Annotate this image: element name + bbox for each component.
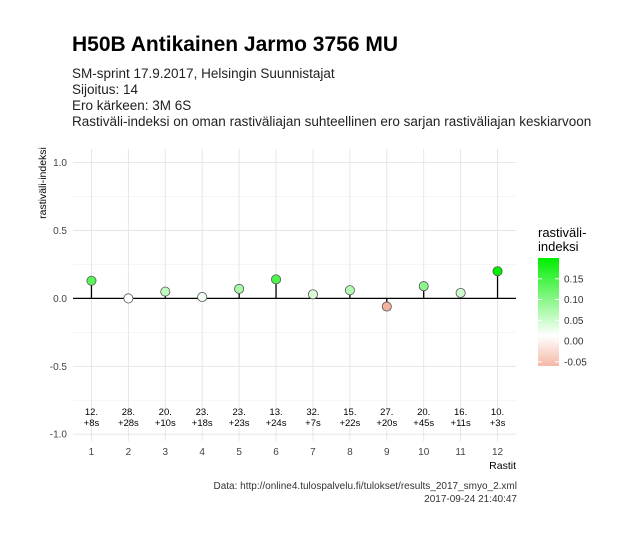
data-point — [455, 287, 466, 298]
x-tick-label: 5 — [236, 447, 242, 458]
split-time-label: +28s — [118, 418, 139, 429]
data-point — [86, 275, 97, 286]
legend-tick-label: -0.05 — [564, 357, 587, 368]
legend-tick-label: 0.00 — [564, 337, 584, 348]
split-rank-label: 10. — [491, 407, 504, 418]
split-time-label: +11s — [451, 418, 471, 429]
data-point — [271, 274, 282, 285]
y-axis-title: rastiväli-indeksi — [37, 147, 49, 219]
split-time-label: +7s — [305, 418, 321, 429]
legend-title-line2: indeksi — [538, 239, 579, 254]
split-time-label: +18s — [192, 418, 213, 429]
y-tick-label: -0.5 — [50, 362, 68, 373]
split-time-label: +10s — [155, 418, 176, 429]
legend-tick-label: 0.10 — [564, 295, 584, 306]
legend-title-line1: rastiväli- — [538, 225, 586, 240]
x-tick-label: 11 — [455, 447, 466, 458]
x-tick-label: 10 — [418, 447, 430, 458]
x-tick-label: 6 — [273, 447, 279, 458]
split-rank-label: 16. — [454, 407, 467, 418]
split-rank-label: 20. — [159, 407, 172, 418]
subtitle-rank: Sijoitus: 14 — [72, 82, 139, 97]
subtitle-event: SM-sprint 17.9.2017, Helsingin Suunnista… — [72, 66, 335, 81]
y-tick-label: 0.5 — [53, 226, 67, 237]
data-point — [234, 283, 245, 294]
x-tick-label: 12 — [492, 447, 504, 458]
data-source-caption: Data: http://online4.tulospalvelu.fi/tul… — [213, 481, 517, 492]
timestamp-caption: 2017-09-24 21:40:47 — [424, 494, 517, 505]
x-tick-label: 2 — [126, 447, 132, 458]
y-tick-label: 1.0 — [53, 158, 67, 169]
y-tick-label: 0.0 — [53, 294, 67, 305]
split-time-label: +8s — [84, 418, 100, 429]
split-rank-label: 27. — [380, 407, 393, 418]
x-tick-label: 8 — [347, 447, 353, 458]
split-rank-label: 20. — [417, 407, 430, 418]
x-tick-label: 9 — [384, 447, 390, 458]
data-point — [381, 301, 392, 312]
data-point — [492, 266, 503, 277]
color-legend: rastiväli- indeksi 0.15 0.10 0.05 0.00 -0.05 — [538, 225, 587, 368]
legend-colorbar — [538, 258, 559, 366]
x-tick-label: 4 — [199, 447, 205, 458]
subtitle-description: Rastiväli-indeksi on oman rastiväliajan … — [72, 114, 592, 129]
split-time-label: +3s — [490, 418, 506, 429]
data-point — [160, 286, 171, 297]
y-tick-label: -1.0 — [50, 430, 68, 441]
split-time-label: +45s — [413, 418, 434, 429]
chart-title: H50B Antikainen Jarmo 3756 MU — [72, 33, 399, 56]
x-tick-label: 7 — [310, 447, 316, 458]
split-rank-label: 32. — [306, 407, 319, 418]
data-point — [123, 293, 134, 304]
split-rank-label: 23. — [196, 407, 209, 418]
data-point — [307, 289, 318, 300]
split-rank-label: 15. — [343, 407, 356, 418]
legend-tick-label: 0.15 — [564, 274, 584, 285]
split-rank-label: 12. — [85, 407, 98, 418]
data-point — [344, 285, 355, 296]
split-rank-label: 13. — [269, 407, 282, 418]
split-rank-label: 23. — [233, 407, 246, 418]
split-time-label: +23s — [229, 418, 250, 429]
subtitle-gap: Ero kärkeen: 3M 6S — [72, 98, 192, 113]
data-point — [197, 292, 208, 303]
x-axis-title: Rastit — [489, 460, 516, 472]
split-time-label: +20s — [376, 418, 397, 429]
x-tick-label: 3 — [163, 447, 169, 458]
legend-tick-label: 0.05 — [564, 316, 584, 327]
split-time-label: +24s — [266, 418, 287, 429]
data-point — [418, 281, 429, 292]
split-rank-label: 28. — [122, 407, 135, 418]
x-tick-label: 1 — [89, 447, 95, 458]
split-time-label: +22s — [339, 418, 360, 429]
